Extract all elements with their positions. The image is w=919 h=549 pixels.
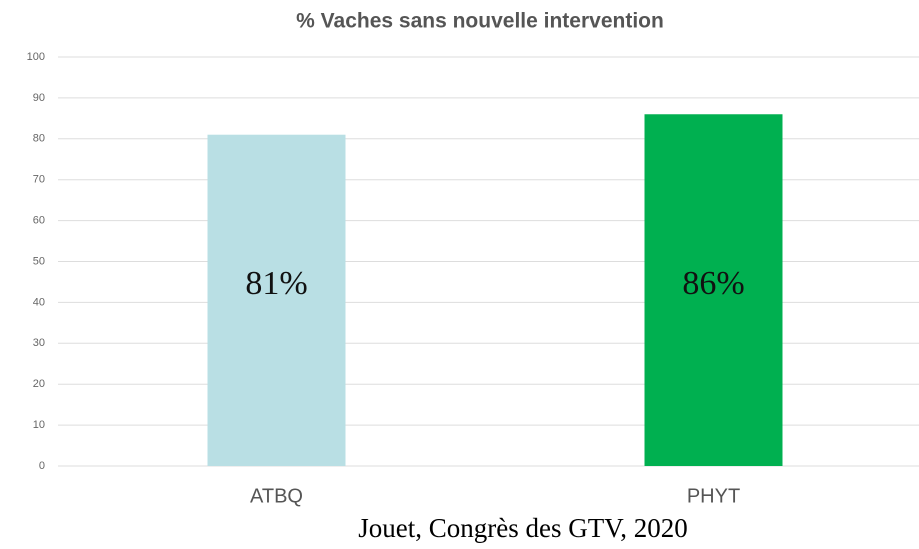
y-tick-label: 40 <box>33 296 45 308</box>
x-tick-label: PHYT <box>687 485 740 507</box>
y-tick-label: 100 <box>27 51 45 63</box>
y-tick-label: 70 <box>33 174 45 186</box>
source: Jouet, Congrès des GTV, 2020 <box>358 513 687 543</box>
bar <box>644 114 783 466</box>
y-tick-label: 60 <box>33 215 45 227</box>
x-tick-label: ATBQ <box>250 485 303 507</box>
y-tick-label: 10 <box>33 419 45 431</box>
y-tick-label: 0 <box>39 460 45 472</box>
y-tick-label: 90 <box>33 92 45 104</box>
y-tick-label: 30 <box>33 337 45 349</box>
y-tick-label: 50 <box>33 255 45 267</box>
chart-title: % Vaches sans nouvelle intervention <box>296 10 664 33</box>
value-label: 81% <box>245 265 307 302</box>
y-tick-label: 20 <box>33 378 45 390</box>
value-label: 86% <box>682 265 744 302</box>
y-tick-label: 80 <box>33 133 45 145</box>
bar <box>207 134 346 466</box>
